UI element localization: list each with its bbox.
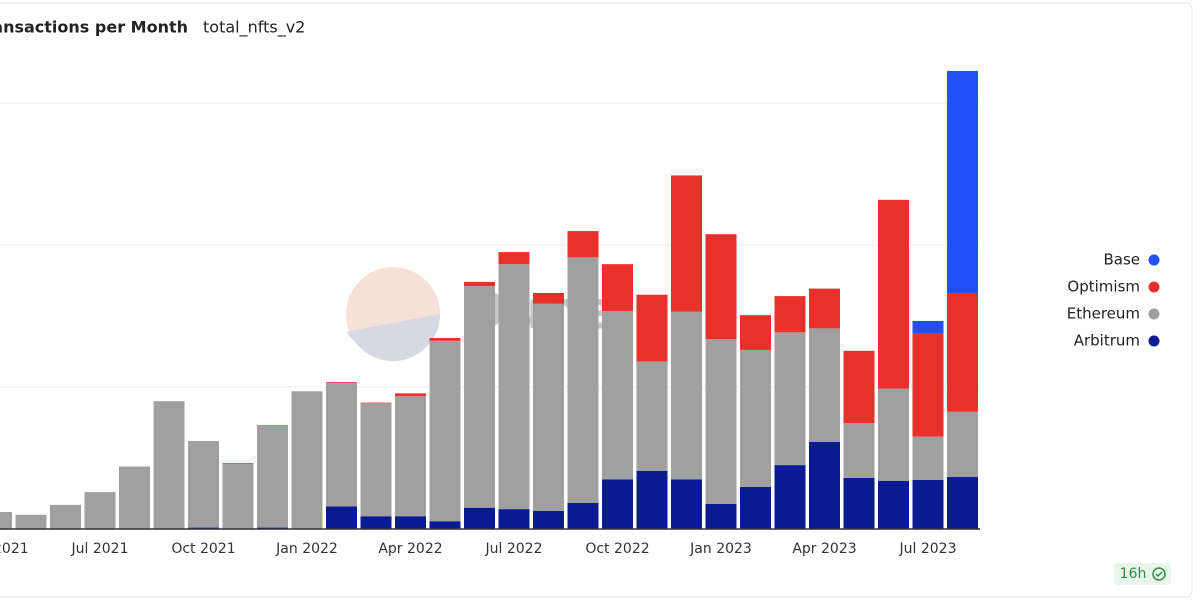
bar-segment	[671, 479, 702, 529]
legend-label: Arbitrum	[1074, 332, 1140, 350]
bar-segment	[705, 234, 737, 340]
x-tick-label: Oct 2022	[585, 541, 649, 557]
bar-segment	[774, 296, 806, 333]
bar-segment	[567, 257, 599, 504]
bar-segment	[671, 175, 702, 312]
bar-segment	[119, 466, 150, 529]
bar-segment	[567, 503, 599, 529]
bar-segment	[740, 349, 771, 487]
chart-subtitle: total_nfts_v2	[203, 18, 305, 38]
x-tick-label: Oct 2021	[171, 541, 235, 557]
bar-segment	[636, 294, 668, 362]
watermark-logo	[346, 267, 441, 362]
bar-segment	[326, 506, 357, 529]
bar-segment	[774, 465, 806, 529]
bar-segment	[912, 436, 944, 481]
bar-segment	[222, 462, 254, 464]
bar-segment	[809, 288, 840, 329]
x-tick-label: Apr 2022	[378, 541, 442, 557]
bar-segment	[395, 393, 426, 397]
bar-segment	[464, 507, 495, 529]
bar-segment	[429, 340, 461, 522]
bar-segment	[257, 425, 288, 427]
bar-segment	[671, 311, 702, 480]
bar-segment	[533, 510, 564, 529]
bar-segment	[360, 402, 392, 404]
bar-segment	[636, 470, 668, 529]
x-tick-label: Jul 2022	[485, 541, 543, 557]
freshness-badge: 16h	[1114, 563, 1171, 585]
bar-segment	[533, 292, 564, 304]
bar-segment	[326, 382, 357, 383]
bar-segment	[464, 286, 495, 508]
bar-segment	[947, 293, 978, 412]
bar-segment	[636, 361, 668, 471]
legend-swatch	[1148, 308, 1160, 320]
x-tick-label: Jul 2021	[71, 541, 129, 557]
legend-label: Ethereum	[1067, 305, 1140, 323]
bar-segment	[395, 516, 426, 529]
bar-segment	[15, 514, 47, 529]
bar-segment	[429, 338, 461, 341]
bar-segment	[843, 477, 875, 529]
bar-segment	[153, 401, 185, 529]
bar-segment	[257, 426, 288, 528]
bar-segment	[809, 328, 840, 442]
bar-segment	[0, 511, 12, 529]
bar-segment	[740, 315, 771, 350]
bar-segment	[705, 504, 737, 529]
bar-segment	[809, 441, 840, 529]
bar-segment	[188, 440, 219, 528]
bar-segment	[498, 509, 530, 529]
bar-segment	[291, 391, 323, 529]
bar-segment	[878, 481, 909, 529]
x-tick-label: Apr 2021	[0, 541, 29, 557]
bar-segment	[843, 350, 875, 424]
bar-segment	[50, 504, 81, 529]
bar-segment	[843, 423, 875, 478]
x-tick-label: Jan 2023	[689, 541, 752, 557]
bar-segment	[222, 463, 254, 529]
bar-segment	[395, 396, 426, 517]
bar-segment	[947, 411, 978, 478]
legend-swatch	[1148, 335, 1160, 347]
bar-segment	[84, 492, 116, 529]
bar-segment	[360, 403, 392, 517]
bar-segment	[912, 333, 944, 437]
bar-segment	[878, 388, 909, 482]
bar-segment	[360, 516, 392, 529]
bar-segment	[429, 521, 461, 529]
x-tick-label: Apr 2023	[792, 541, 856, 557]
bar-segment	[878, 199, 909, 389]
bar-segment	[602, 264, 633, 312]
bar-segment	[947, 70, 978, 294]
bar-segment	[705, 339, 737, 505]
legend-label: Base	[1103, 251, 1140, 269]
bar-segment	[498, 264, 530, 510]
bar-segment	[533, 303, 564, 511]
chart-title: Transactions per Month	[0, 18, 188, 37]
bar-segment	[326, 382, 357, 507]
bar-segment	[774, 332, 806, 466]
bar-segment	[498, 252, 530, 265]
bar-segment	[912, 480, 944, 529]
legend-swatch	[1148, 281, 1160, 293]
badge-text: 16h	[1120, 566, 1147, 582]
legend-swatch	[1148, 254, 1160, 266]
bar-segment	[740, 486, 771, 529]
bar-segment	[602, 311, 633, 480]
plot-area	[0, 70, 980, 530]
legend-label: Optimism	[1067, 278, 1140, 296]
x-tick-label: Jan 2022	[275, 541, 338, 557]
bar-segment	[912, 320, 944, 334]
bar-segment	[602, 479, 633, 529]
bar-segment	[947, 477, 978, 529]
bar-segment	[464, 281, 495, 287]
bar-segment	[567, 231, 599, 258]
x-tick-label: Jul 2023	[899, 541, 957, 557]
